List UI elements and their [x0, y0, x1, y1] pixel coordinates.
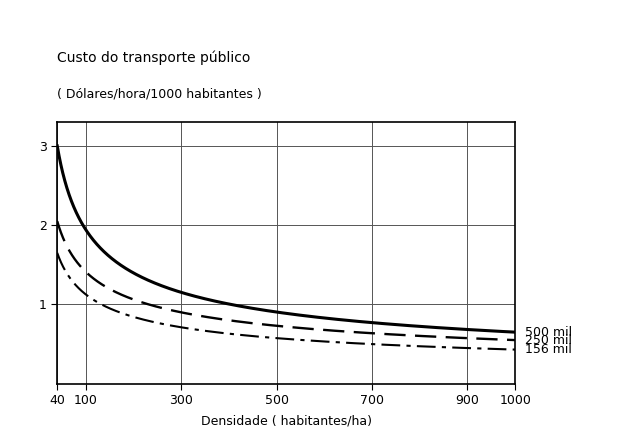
Text: 500 mil: 500 mil: [525, 326, 572, 339]
Text: ( Dólares/hora/1000 habitantes ): ( Dólares/hora/1000 habitantes ): [57, 87, 262, 100]
X-axis label: Densidade ( habitantes/ha): Densidade ( habitantes/ha): [201, 414, 371, 427]
Text: Custo do transporte público: Custo do transporte público: [57, 51, 251, 65]
Text: 250 mil: 250 mil: [525, 334, 572, 347]
Text: 156 mil: 156 mil: [525, 343, 572, 356]
